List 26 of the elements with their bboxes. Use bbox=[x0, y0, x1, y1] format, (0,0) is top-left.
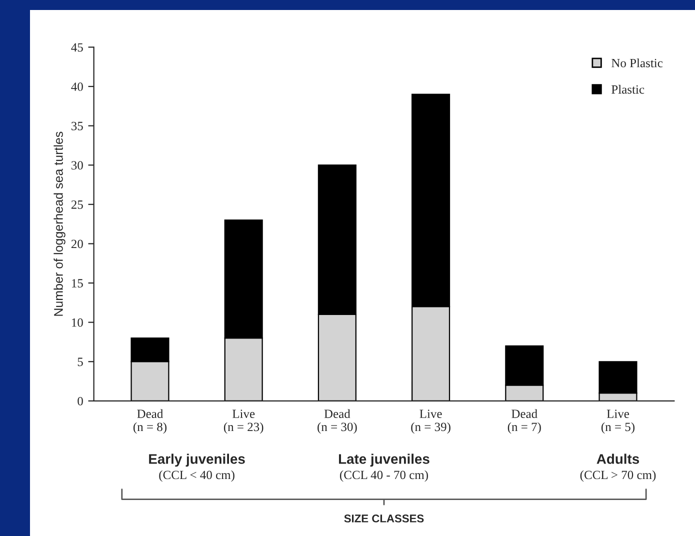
y-tick-label: 40 bbox=[71, 82, 83, 91]
y-tick-label: 0 bbox=[78, 396, 83, 406]
x-tick-label: Dead (n = 8) bbox=[133, 409, 166, 434]
y-tick-label: 35 bbox=[72, 122, 83, 130]
text: (CCL 40 - 70 cm) bbox=[340, 470, 428, 482]
x-tick-label: Live (n = 5) bbox=[601, 410, 635, 434]
y-tick-label: 30 bbox=[72, 161, 83, 170]
legend-label: No Plastic bbox=[612, 58, 663, 68]
y-tick-label: 5 bbox=[78, 358, 83, 366]
x-tick-label: Live (n = 39) bbox=[411, 410, 450, 434]
y-tick-label: 20 bbox=[71, 240, 83, 248]
text: Early juveniles bbox=[149, 454, 245, 467]
y-tick-label: 15 bbox=[72, 279, 83, 288]
y-tick-label: 25 bbox=[71, 200, 83, 209]
text: (CCL > 70 cm) bbox=[580, 470, 656, 482]
x-tick-label: Live (n = 23) bbox=[224, 410, 264, 434]
text: Late juveniles bbox=[338, 454, 430, 467]
x-tick-label: Dead (n = 7) bbox=[508, 409, 541, 434]
y-tick-label: 45 bbox=[71, 43, 83, 52]
y-axis-title: Number of loggerhead sea turtles bbox=[54, 132, 66, 316]
text: SIZE CLASSES bbox=[344, 514, 424, 522]
text: (CCL < 40 cm) bbox=[159, 470, 234, 482]
text: Adults bbox=[596, 454, 640, 464]
x-tick-label: Dead (n = 30) bbox=[318, 409, 357, 434]
legend-label: Plastic bbox=[612, 84, 644, 94]
y-tick-label: 10 bbox=[72, 318, 83, 327]
